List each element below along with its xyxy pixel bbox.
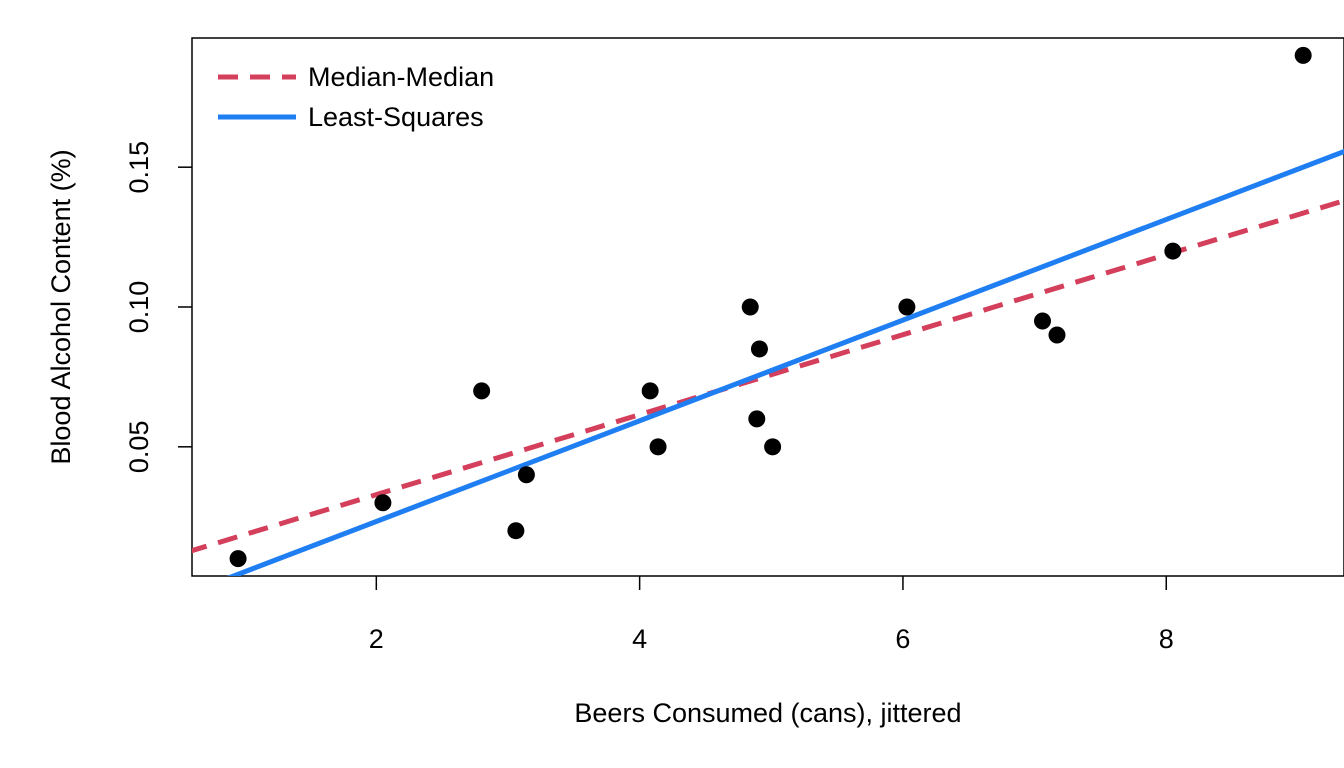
- x-tick-label: 4: [632, 624, 647, 654]
- data-point: [748, 410, 766, 428]
- legend-label-median-median: Median-Median: [308, 62, 494, 92]
- y-tick-label: 0.15: [124, 141, 154, 194]
- legend-label-least-squares: Least-Squares: [308, 102, 484, 132]
- data-point: [229, 550, 247, 568]
- data-point: [641, 382, 659, 400]
- data-point: [764, 438, 782, 456]
- data-point: [898, 298, 916, 316]
- x-axis-label: Beers Consumed (cans), jittered: [574, 698, 961, 728]
- y-tick-label: 0.05: [124, 421, 154, 474]
- fit-lines: [192, 148, 1344, 576]
- data-point: [507, 522, 525, 540]
- data-point: [750, 340, 768, 358]
- y-axis: 0.05 0.10 0.15: [124, 141, 192, 473]
- x-axis: 2 4 6 8: [369, 576, 1174, 654]
- data-point: [374, 494, 392, 512]
- data-point: [741, 298, 759, 316]
- series-line-least-squares: [226, 148, 1344, 576]
- y-tick-label: 0.10: [124, 281, 154, 334]
- legend: Median-Median Least-Squares: [218, 62, 494, 132]
- data-point: [1034, 312, 1052, 330]
- data-point: [473, 382, 491, 400]
- data-point: [1294, 46, 1312, 64]
- x-tick-label: 8: [1159, 624, 1174, 654]
- data-point: [649, 438, 667, 456]
- data-point: [517, 466, 535, 484]
- data-points: [229, 46, 1312, 568]
- data-point: [1048, 326, 1066, 344]
- series-line-median-median: [192, 198, 1344, 554]
- x-tick-label: 2: [369, 624, 384, 654]
- x-tick-label: 6: [895, 624, 910, 654]
- data-point: [1164, 242, 1182, 260]
- y-axis-label: Blood Alcohol Content (%): [46, 149, 76, 464]
